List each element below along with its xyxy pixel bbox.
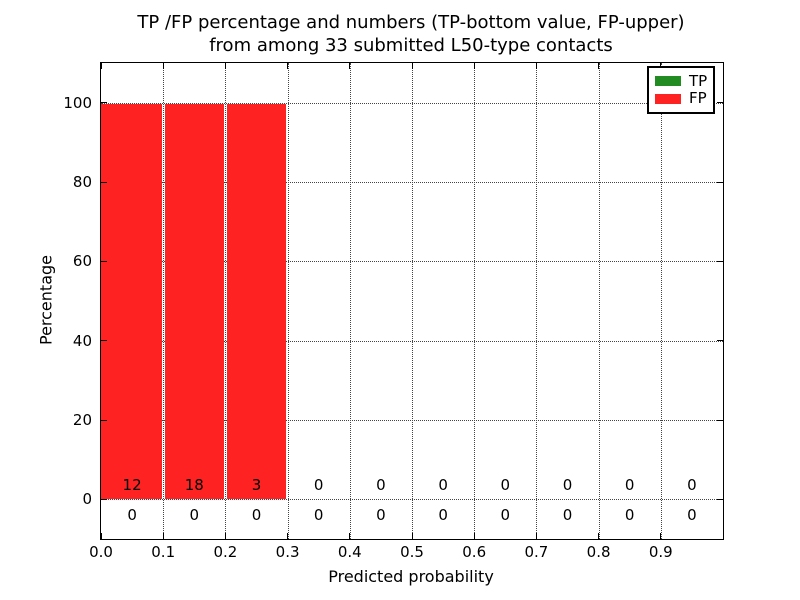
count-label-tp: 0 bbox=[687, 506, 697, 525]
tp-swatch-icon bbox=[655, 76, 681, 87]
x-tick-mark bbox=[660, 533, 662, 539]
y-tick-mark bbox=[101, 498, 107, 500]
x-tick-mark-top bbox=[598, 63, 600, 69]
y-tick-mark bbox=[101, 181, 107, 183]
x-tick-mark-top bbox=[162, 63, 164, 69]
x-tick-label: 0.4 bbox=[337, 543, 362, 561]
count-label-tp: 0 bbox=[127, 506, 137, 525]
legend: TP FP bbox=[647, 66, 715, 114]
y-tick-mark-right bbox=[717, 181, 723, 183]
y-tick-mark bbox=[101, 260, 107, 262]
x-tick-label: 0.8 bbox=[586, 543, 611, 561]
count-label-tp: 0 bbox=[500, 506, 511, 525]
y-axis-label: Percentage bbox=[36, 254, 56, 346]
x-tick-mark-top bbox=[411, 63, 413, 69]
y-tick-mark-right bbox=[717, 340, 723, 342]
count-label-fp: 12 bbox=[122, 476, 142, 495]
chart-title-line1: TP /FP percentage and numbers (TP-bottom… bbox=[137, 12, 685, 33]
fp-swatch-icon bbox=[655, 93, 681, 104]
x-tick-label: 0.5 bbox=[400, 543, 424, 561]
v-gridline bbox=[349, 63, 351, 539]
count-label-tp: 0 bbox=[376, 506, 386, 525]
v-gridline bbox=[163, 63, 165, 539]
y-tick-label: 100 bbox=[63, 93, 92, 112]
y-tick-mark bbox=[101, 340, 107, 342]
chart-title-line2: from among 33 submitted L50-type contact… bbox=[209, 35, 613, 56]
v-gridline bbox=[536, 63, 538, 539]
x-tick-mark bbox=[224, 533, 226, 539]
y-tick-mark-right bbox=[717, 102, 723, 104]
x-tick-mark bbox=[598, 533, 600, 539]
count-label-tp: 0 bbox=[438, 506, 448, 525]
x-tick-mark bbox=[349, 533, 351, 539]
plot-area: TP FP 0 0 0 0 0 0 0 0 0 0 12 18 3 0 0 0 0 0 0 0 0.0 0.1 0.2 0.3… bbox=[63, 62, 724, 561]
legend-item-fp: FP bbox=[655, 91, 707, 106]
count-label-fp: 0 bbox=[624, 476, 635, 495]
v-gridline bbox=[225, 63, 227, 539]
x-tick-mark-top bbox=[349, 63, 351, 69]
x-tick-mark-top bbox=[100, 63, 102, 69]
x-tick-mark bbox=[162, 533, 164, 539]
x-tick-mark bbox=[411, 533, 413, 539]
count-label-fp: 0 bbox=[376, 476, 386, 495]
count-label-fp: 0 bbox=[687, 476, 697, 495]
x-tick-label: 0.0 bbox=[89, 543, 113, 561]
x-tick-label: 0.2 bbox=[213, 543, 238, 561]
count-label-tp: 0 bbox=[624, 506, 635, 525]
count-label-fp: 0 bbox=[500, 476, 511, 495]
count-label-fp: 3 bbox=[251, 476, 262, 495]
x-tick-mark bbox=[100, 533, 102, 539]
x-tick-label: 0.1 bbox=[151, 543, 176, 561]
v-gridline bbox=[660, 63, 662, 539]
x-tick-mark-top bbox=[224, 63, 226, 69]
y-tick-mark bbox=[101, 102, 107, 104]
chart-title: TP /FP percentage and numbers (TP-bottom… bbox=[100, 11, 722, 57]
count-label-tp: 0 bbox=[189, 506, 200, 525]
count-label-tp: 0 bbox=[251, 506, 262, 525]
count-label-fp: 0 bbox=[313, 476, 324, 495]
x-tick-mark bbox=[473, 533, 475, 539]
bar-fp bbox=[226, 103, 287, 500]
x-tick-label: 0.9 bbox=[648, 543, 673, 561]
x-tick-mark-top bbox=[287, 63, 289, 69]
y-tick-label: 60 bbox=[72, 252, 92, 271]
y-tick-label: 80 bbox=[72, 173, 92, 191]
v-gridline bbox=[598, 63, 600, 539]
v-gridline bbox=[474, 63, 476, 539]
x-tick-mark bbox=[287, 533, 289, 539]
y-tick-mark-right bbox=[717, 498, 723, 500]
x-axis-label: Predicted probability bbox=[328, 567, 494, 586]
bar-fp bbox=[164, 103, 224, 500]
legend-label-tp: TP bbox=[689, 71, 708, 90]
x-tick-mark-top bbox=[535, 63, 537, 69]
y-tick-mark bbox=[101, 419, 107, 421]
x-tick-mark-top bbox=[473, 63, 475, 69]
count-label-fp: 0 bbox=[562, 476, 573, 495]
y-tick-mark-right bbox=[717, 419, 723, 421]
x-tick-label: 0.7 bbox=[524, 543, 549, 561]
count-label-fp: 18 bbox=[184, 476, 204, 495]
count-label-tp: 0 bbox=[313, 506, 324, 525]
legend-item-tp: TP bbox=[655, 71, 708, 90]
x-tick-mark bbox=[535, 533, 537, 539]
x-tick-label: 0.6 bbox=[462, 543, 487, 561]
y-tick-mark-right bbox=[717, 260, 723, 262]
count-label-tp: 0 bbox=[562, 506, 573, 525]
v-gridline bbox=[287, 63, 289, 539]
y-tick-label: 0 bbox=[82, 490, 92, 509]
x-tick-label: 0.3 bbox=[275, 543, 300, 561]
y-tick-label: 20 bbox=[72, 411, 92, 429]
legend-label-fp: FP bbox=[689, 89, 707, 108]
bar-fp bbox=[101, 103, 162, 500]
y-tick-label: 40 bbox=[72, 331, 92, 350]
v-gridline bbox=[412, 63, 413, 539]
count-label-fp: 0 bbox=[438, 476, 448, 495]
